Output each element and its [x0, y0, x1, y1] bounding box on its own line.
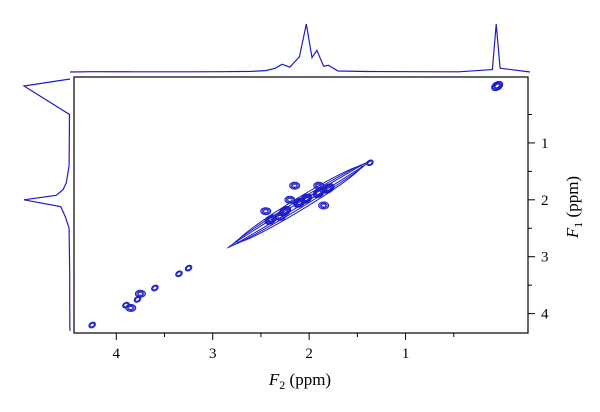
y-tick-label: 4 [541, 307, 549, 323]
cross-peak-contour [287, 197, 293, 202]
diagonal-peak-contour [185, 265, 192, 271]
diagonal-peak-contour [152, 285, 158, 291]
x-axis-title: F2 (ppm) [268, 370, 331, 392]
diagonal-peak-contour [301, 194, 312, 203]
diagonal-peak-contour [88, 321, 96, 329]
cross-peak-contour [276, 213, 285, 220]
y-axis-title: F1 (ppm) [563, 176, 585, 239]
y-tick-label: 3 [541, 250, 549, 266]
x-axis-var: F [268, 370, 280, 389]
diagonal-peak-contour [322, 183, 335, 194]
cross-peak-contour [274, 212, 286, 221]
x-tick-label: 1 [402, 346, 410, 362]
cross-peak-contour [313, 181, 325, 190]
diagonal-peak-contour [492, 81, 503, 91]
x-tick-label: 4 [113, 346, 121, 362]
diagonal-peak-contour [296, 200, 303, 206]
diagonal-peak-contour [134, 296, 141, 302]
cross-peak-contour [134, 289, 146, 298]
cross-peak-contour [320, 203, 327, 208]
cross-peak-contour [137, 291, 144, 296]
diagonal-peak-contour [491, 80, 504, 92]
cross-peak-contour [284, 195, 296, 204]
diagonal-peak-contour [314, 189, 323, 197]
diagonal-peak-contour [281, 207, 289, 215]
cross-peak-contour [126, 304, 135, 311]
cross-peak-contour [128, 305, 134, 310]
y-tick-label: 2 [541, 193, 549, 209]
cross-peak-contour [277, 214, 283, 219]
x-axis: 4 3 2 1 [113, 333, 455, 362]
diagonal-peak-contour [494, 83, 500, 89]
cross-peak-contour [318, 201, 330, 210]
diagonal-peak-contour [325, 186, 332, 191]
f2-projection [69, 23, 531, 73]
y-axis-var: F [563, 227, 582, 239]
diagonal-peak-contour [266, 216, 275, 224]
diagonal-peak-contour [123, 302, 129, 308]
cross-peak-contour [263, 209, 269, 214]
diagonal-peak-contour [282, 208, 288, 214]
diagonal-peak-contour [295, 199, 304, 206]
x-axis-sub: 2 [279, 378, 285, 392]
diagonal-peak-contour [302, 195, 311, 202]
diagonal-peak-contour [176, 271, 182, 277]
diagonal-peak-contour [303, 196, 310, 202]
x-tick-label: 2 [305, 346, 313, 362]
cross-peak-contour [285, 196, 294, 203]
x-tick-label: 3 [209, 346, 217, 362]
cross-peak-contour [125, 303, 137, 312]
diagonal-peak-contour [89, 322, 95, 328]
diagonal-peak-contour [300, 193, 313, 204]
f1-projection-trace [22, 78, 71, 332]
f2-projection-trace [69, 23, 531, 73]
x-axis-unit: (ppm) [285, 370, 331, 389]
diagonal-peak-contour [324, 185, 333, 192]
diagonal-peak-contour [151, 284, 159, 292]
diagonal-peak-contour [367, 160, 373, 166]
diagonal-peak-contour [293, 197, 306, 208]
cross-peak-contour [289, 181, 301, 190]
diagonal-peak-contour [267, 217, 274, 223]
cross-peak-contour [316, 183, 322, 188]
diagonal-band-contour [236, 165, 363, 243]
cross-peak-contour [291, 183, 298, 188]
y-axis-sub: 1 [571, 222, 585, 228]
diagonal-peak-contour [184, 264, 193, 272]
diagonal-peak-contour [323, 184, 334, 193]
cross-peak-contour [290, 182, 299, 189]
y-tick-label: 1 [541, 136, 549, 152]
f1-projection [22, 78, 71, 332]
diagonal-peak-contour [316, 190, 322, 196]
cross-peak-contour [136, 290, 145, 297]
diagonal-peak-contour [366, 159, 374, 167]
cross-peak-contour [319, 202, 328, 209]
diagonal-peak-contour [294, 198, 305, 207]
y-axis-unit: (ppm) [563, 176, 582, 222]
diagonal-peak-contour [175, 270, 183, 278]
contour-peaks [88, 80, 504, 329]
cross-peak-contour [261, 208, 270, 215]
cross-peak-contour [260, 207, 272, 216]
diagonal-peak-contour [265, 215, 276, 224]
diagonal-peak-contour [493, 82, 502, 90]
cross-peak-contour [314, 182, 323, 189]
y-axis: 1 2 3 4 [528, 113, 549, 323]
